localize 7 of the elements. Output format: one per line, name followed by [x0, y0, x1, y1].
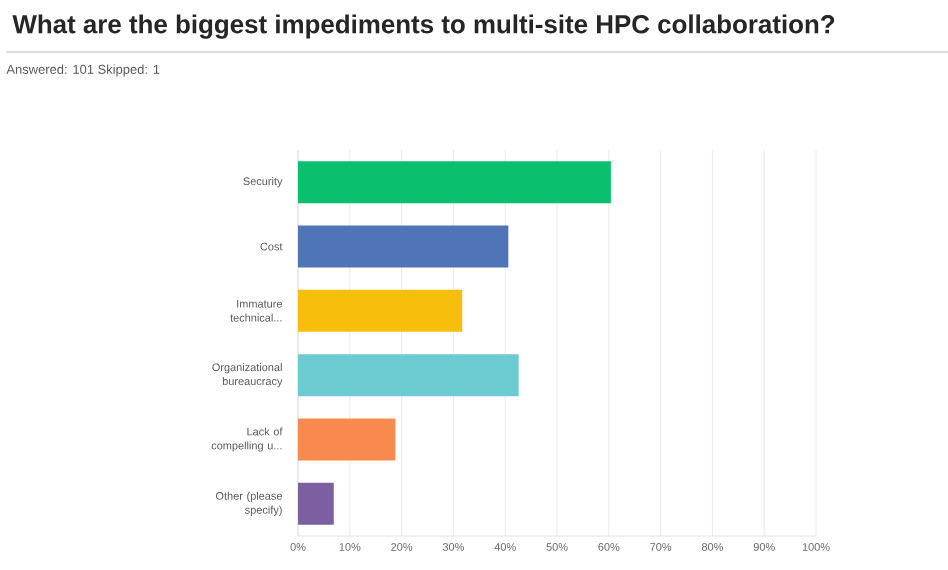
bar [298, 225, 509, 268]
bar [298, 354, 519, 397]
chart-title: What are the biggest impediments to multi-site HPC collaboration? [12, 14, 835, 39]
bar [298, 482, 334, 525]
bar [298, 289, 463, 332]
bar [298, 161, 611, 204]
bar [298, 418, 396, 461]
